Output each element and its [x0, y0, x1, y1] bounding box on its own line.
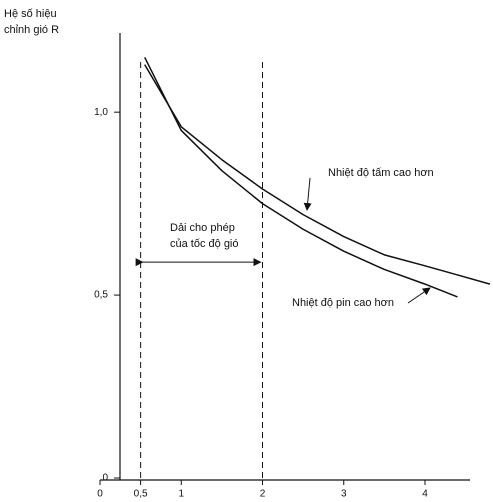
x-tick-label: 4 [422, 489, 428, 500]
x-tick-label: 3 [341, 489, 347, 500]
series-line [144, 56, 458, 298]
y-axis-label: chỉnh gió R [4, 24, 59, 36]
range-label: của tốc độ gió [170, 238, 239, 250]
y-tick-label: 1,0 [94, 107, 108, 118]
y-tick-label: 0 [102, 473, 108, 484]
y-tick-label: 0,5 [94, 290, 108, 301]
x-tick-label: 0,5 [134, 489, 148, 500]
annotation-arrow [303, 177, 312, 211]
x-tick-label: 0 [97, 489, 103, 500]
x-tick-label: 2 [260, 489, 266, 500]
annotation-arrow [407, 287, 431, 304]
series-label: Nhiệt độ pin cao hơn [292, 297, 394, 309]
series-label: Nhiệt độ tấm cao hơn [328, 167, 434, 179]
x-tick-label: 1 [178, 489, 184, 500]
range-label: Dải cho phép [170, 222, 235, 234]
series-line [144, 64, 491, 285]
y-axis-label: Hệ số hiệu [4, 8, 57, 20]
